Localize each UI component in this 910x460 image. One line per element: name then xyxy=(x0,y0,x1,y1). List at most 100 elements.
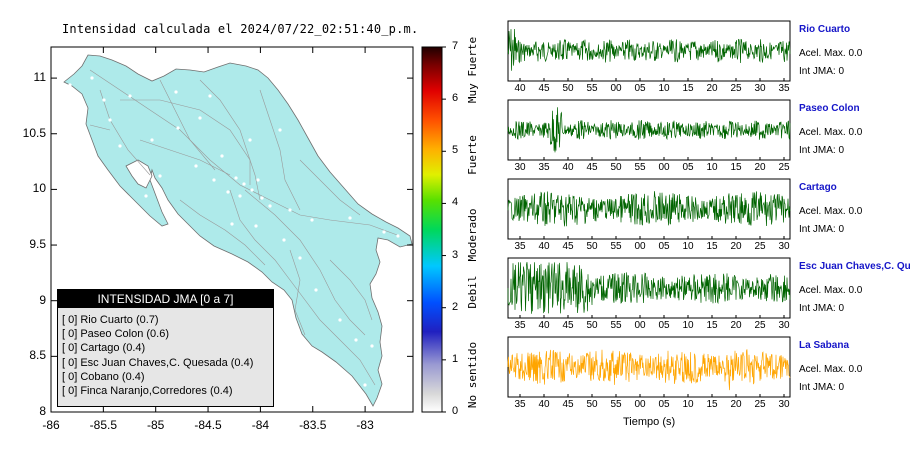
trace-tick-label: 10 xyxy=(676,399,700,410)
trace-tick-label: 55 xyxy=(580,83,604,94)
map-y-tick-label: 8.5 xyxy=(4,348,46,362)
map-y-tick-label: 9 xyxy=(4,293,46,307)
trace-tick-label: 05 xyxy=(652,399,676,410)
colorbar-tick-label: 1 xyxy=(452,353,458,365)
trace-tick-label: 40 xyxy=(508,83,532,94)
trace-tick-label: 00 xyxy=(628,399,652,410)
trace-tick-label: 20 xyxy=(748,162,772,173)
map-y-tick-label: 9.5 xyxy=(4,237,46,251)
map-x-tick-label: -84.5 xyxy=(188,418,228,432)
colorbar-tick-label: 4 xyxy=(452,196,458,208)
trace-tick-label: 25 xyxy=(748,320,772,331)
station-acel: Acel. Max. 0.0 xyxy=(799,285,862,296)
map-y-tick-label: 10.5 xyxy=(4,126,46,140)
trace-tick-label: 15 xyxy=(724,162,748,173)
colorbar-tick-label: 6 xyxy=(452,92,458,104)
seismogram-panel xyxy=(500,0,910,460)
map-x-tick-label: -86 xyxy=(31,418,71,432)
station-acel: Acel. Max. 0.0 xyxy=(799,127,862,138)
map-x-tick-label: -85.5 xyxy=(83,418,123,432)
trace-tick-label: 15 xyxy=(700,399,724,410)
colorbar-tick-label: 3 xyxy=(452,249,458,261)
map-x-tick-label: -84 xyxy=(240,418,280,432)
station-name: Esc Juan Chaves,C. Qu xyxy=(799,261,910,272)
trace-tick-label: 35 xyxy=(508,399,532,410)
map-y-tick-label: 11 xyxy=(4,70,46,84)
colorbar-tick-label: 5 xyxy=(452,144,458,156)
trace-tick-label: 45 xyxy=(580,162,604,173)
trace-tick-label: 55 xyxy=(604,399,628,410)
legend-item: [ 0] Cobano (0.4) xyxy=(58,370,273,384)
trace-tick-label: 40 xyxy=(532,241,556,252)
trace-tick-label: 30 xyxy=(772,320,796,331)
trace-tick-label: 25 xyxy=(748,241,772,252)
trace-tick-label: 00 xyxy=(628,241,652,252)
map-y-tick-label: 10 xyxy=(4,181,46,195)
station-int: Int JMA: 0 xyxy=(799,145,844,156)
legend-item: [ 0] Paseo Colon (0.6) xyxy=(58,327,273,341)
trace-tick-label: 30 xyxy=(748,83,772,94)
trace-tick-label: 00 xyxy=(628,320,652,331)
trace-tick-label: 40 xyxy=(532,320,556,331)
station-name: La Sabana xyxy=(799,340,849,351)
trace-tick-label: 15 xyxy=(700,241,724,252)
trace-tick-label: 30 xyxy=(508,162,532,173)
station-acel: Acel. Max. 0.0 xyxy=(799,364,862,375)
colorbar xyxy=(422,47,442,412)
station-name: Cartago xyxy=(799,182,837,193)
trace-tick-label: 20 xyxy=(724,399,748,410)
colorbar-tick-label: 0 xyxy=(452,405,458,417)
trace-tick-label: 15 xyxy=(676,83,700,94)
trace-tick-label: 20 xyxy=(724,320,748,331)
trace-tick-label: 05 xyxy=(676,162,700,173)
trace-tick-label: 50 xyxy=(556,83,580,94)
intensity-legend: INTENSIDAD JMA [0 a 7] [ 0] Rio Cuarto (… xyxy=(57,289,274,407)
trace-tick-label: 05 xyxy=(652,320,676,331)
trace-tick-label: 35 xyxy=(508,320,532,331)
trace-tick-label: 10 xyxy=(700,162,724,173)
station-acel: Acel. Max. 0.0 xyxy=(799,48,862,59)
station-name: Rio Cuarto xyxy=(799,24,850,35)
legend-item: [ 0] Rio Cuarto (0.7) xyxy=(58,313,273,327)
trace-tick-label: 55 xyxy=(604,241,628,252)
trace-tick-label: 25 xyxy=(772,162,796,173)
legend-header: INTENSIDAD JMA [0 a 7] xyxy=(58,290,273,308)
trace-tick-label: 05 xyxy=(652,241,676,252)
trace-tick-label: 50 xyxy=(580,320,604,331)
map-x-tick-label: -85 xyxy=(136,418,176,432)
trace-tick-label: 25 xyxy=(748,399,772,410)
trace-tick-label: 30 xyxy=(772,399,796,410)
trace-tick-label: 15 xyxy=(700,320,724,331)
station-int: Int JMA: 0 xyxy=(799,382,844,393)
trace-tick-label: 45 xyxy=(556,241,580,252)
map-y-tick-label: 8 xyxy=(4,404,46,418)
trace-tick-label: 20 xyxy=(700,83,724,94)
map-x-tick-label: -83 xyxy=(345,418,385,432)
traces-x-axis-title: Tiempo (s) xyxy=(623,416,675,428)
trace-tick-label: 10 xyxy=(652,83,676,94)
trace-tick-label: 50 xyxy=(604,162,628,173)
trace-tick-label: 50 xyxy=(580,399,604,410)
trace-tick-label: 20 xyxy=(724,241,748,252)
trace-tick-label: 40 xyxy=(532,399,556,410)
station-int: Int JMA: 0 xyxy=(799,66,844,77)
station-int: Int JMA: 0 xyxy=(799,303,844,314)
trace-tick-label: 45 xyxy=(532,83,556,94)
trace-tick-label: 40 xyxy=(556,162,580,173)
trace-tick-label: 10 xyxy=(676,241,700,252)
trace-tick-label: 35 xyxy=(532,162,556,173)
trace-tick-label: 05 xyxy=(628,83,652,94)
station-int: Int JMA: 0 xyxy=(799,224,844,235)
trace-tick-label: 45 xyxy=(556,320,580,331)
legend-item: [ 0] Finca Naranjo,Corredores (0.4) xyxy=(58,384,273,398)
trace-tick-label: 55 xyxy=(604,320,628,331)
trace-tick-label: 35 xyxy=(508,241,532,252)
colorbar-intensity-label: No sentido xyxy=(466,315,480,435)
trace-tick-label: 00 xyxy=(652,162,676,173)
trace-tick-label: 45 xyxy=(556,399,580,410)
trace-tick-label: 55 xyxy=(628,162,652,173)
map-x-tick-label: -83.5 xyxy=(293,418,333,432)
station-acel: Acel. Max. 0.0 xyxy=(799,206,862,217)
trace-tick-label: 30 xyxy=(772,241,796,252)
legend-item: [ 0] Cartago (0.4) xyxy=(58,341,273,355)
